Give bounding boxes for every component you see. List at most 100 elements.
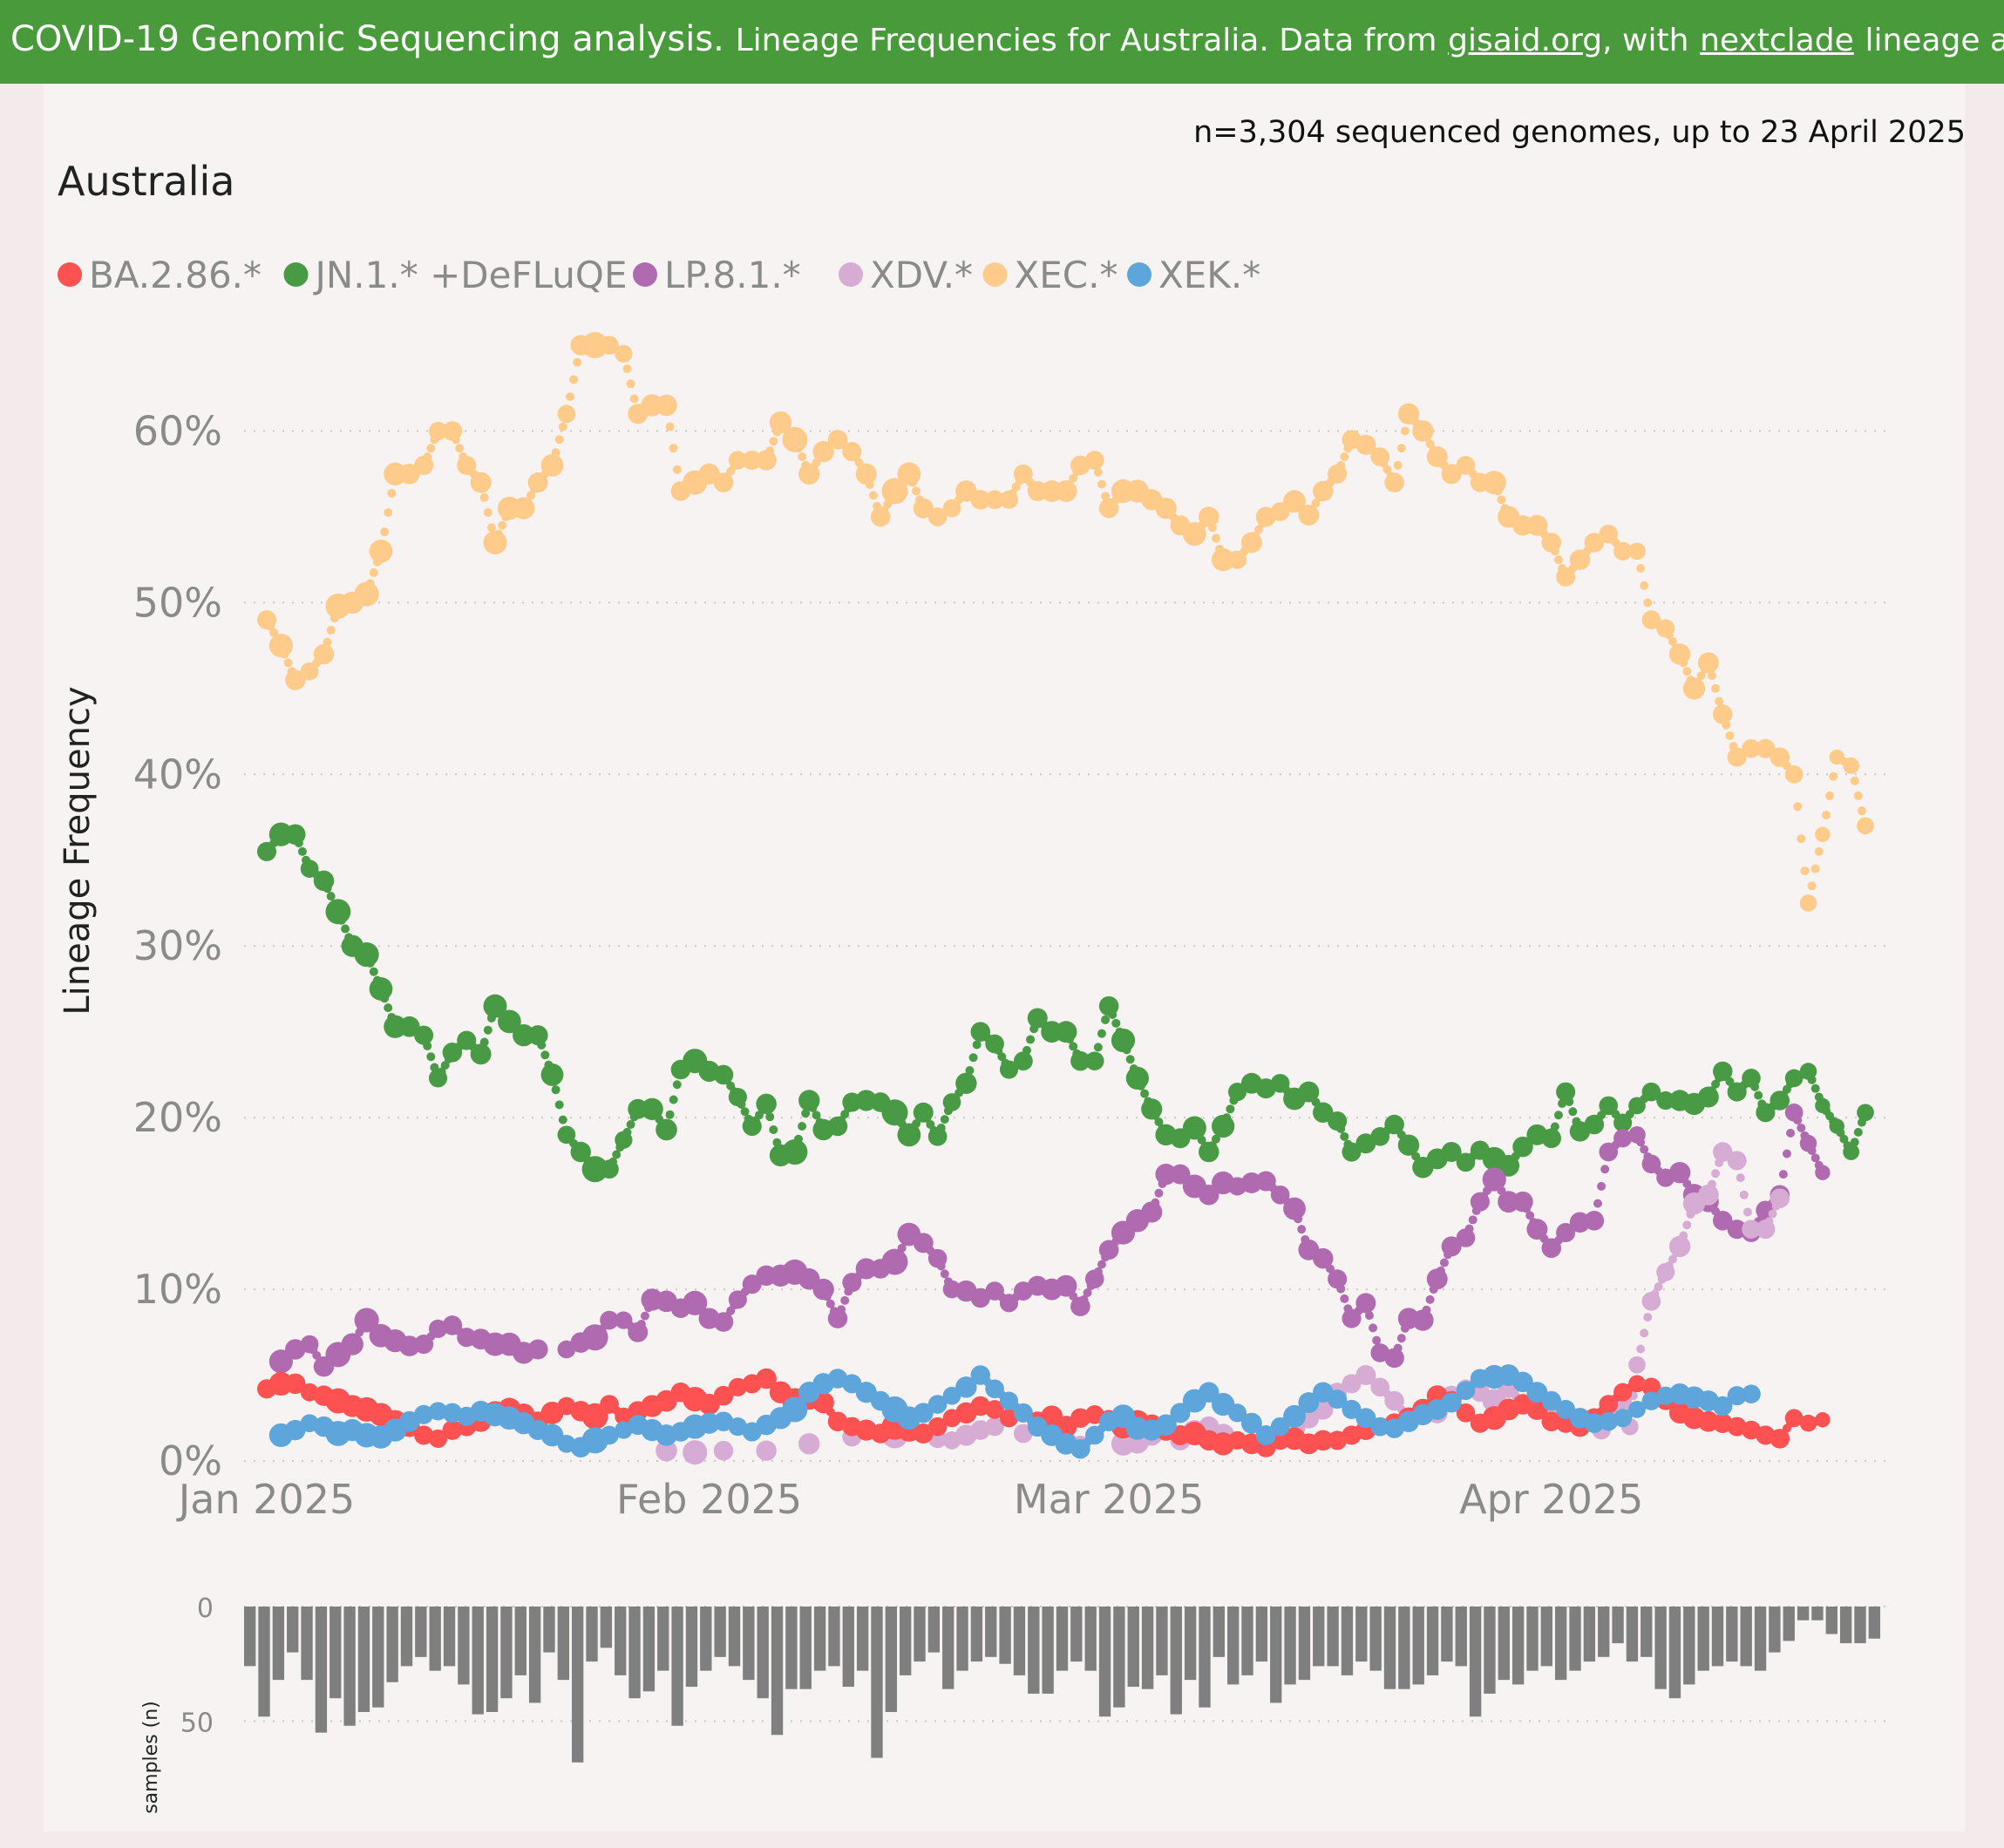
sample-bar-90: [1526, 1607, 1539, 1671]
interp-JN1-25-1: [622, 1127, 632, 1137]
sample-bar-110: [1811, 1607, 1824, 1620]
sample-bar-17: [486, 1607, 499, 1712]
sample-bar-70: [1241, 1607, 1253, 1675]
x-tick-label-2: Mar 2025: [1014, 1476, 1204, 1523]
interp-LP81-56-2: [1097, 1260, 1106, 1269]
nextclade-link[interactable]: nextclade: [1700, 23, 1854, 58]
sample-bar-73: [1284, 1607, 1296, 1685]
samples-bar-chart: 0 50: [180, 1593, 1887, 1763]
interp-XEC-79-1: [1393, 460, 1403, 470]
interp-JN1-28-3: [672, 1080, 682, 1090]
sample-bar-60: [1098, 1607, 1111, 1717]
interp-JN1-35-1: [765, 1112, 775, 1122]
sample-bar-108: [1783, 1607, 1795, 1641]
point-XEC-21: [557, 404, 576, 424]
sample-bar-11: [400, 1607, 413, 1667]
point-XDV-11: [985, 1417, 1004, 1437]
interp-XEC-101-2: [1711, 683, 1721, 693]
interp-JN1-110-2: [1839, 1134, 1849, 1144]
interp-JN1-7-1: [365, 958, 375, 968]
sample-bar-12: [415, 1607, 427, 1657]
interp-JN1-59-1: [1108, 1010, 1117, 1019]
interp-JN1-90-2: [1553, 1111, 1563, 1120]
point-XEK-103: [1742, 1384, 1761, 1403]
gisaid-link[interactable]: gisaid.org: [1448, 23, 1603, 58]
sample-bar-4: [301, 1607, 313, 1681]
interp-LP81-75-1: [1364, 1311, 1374, 1321]
interp-JN1-24-1: [608, 1157, 618, 1166]
sample-bar-55: [1028, 1607, 1040, 1694]
interp-XEC-21-3: [573, 357, 582, 367]
interp-LP81-55-1: [1079, 1294, 1089, 1304]
sample-bar-7: [343, 1607, 356, 1726]
legend-label-1: JN.1.* +DeFLuQE: [313, 254, 628, 296]
sample-bar-10: [386, 1607, 398, 1682]
y-tick-label-3: 30%: [133, 922, 222, 969]
interp-XDV-50-1: [1650, 1289, 1660, 1299]
interp-JN1-28-2: [669, 1095, 678, 1104]
series-XEK: [268, 1364, 1761, 1459]
interp-LP81-42-1: [893, 1250, 903, 1260]
sample-bar-111: [1825, 1607, 1838, 1634]
interp-JN1-12-1: [437, 1067, 446, 1077]
interp-XEC-107-2: [1797, 834, 1806, 844]
interp-JN1-4-2: [326, 892, 336, 901]
point-LP81-77: [1384, 1348, 1404, 1369]
interp-JN1-35-2: [769, 1124, 778, 1134]
interp-JN1-24-2: [612, 1150, 622, 1159]
interp-XEC-102-1: [1722, 720, 1731, 730]
interp-LP81-104-1: [1778, 1170, 1788, 1179]
interp-XEC-18-1: [522, 497, 532, 506]
interp-JN1-67-1: [1222, 1113, 1232, 1123]
interp-JN1-5-1: [336, 915, 346, 925]
header-banner: COVID-19 Genomic Sequencing analysis. Li…: [0, 0, 2004, 84]
interp-JN1-59-2: [1111, 1018, 1121, 1028]
interp-XDV-58-1: [1764, 1217, 1774, 1226]
interp-LP81-105-1: [1793, 1116, 1803, 1125]
interp-XEC-102-2: [1725, 731, 1735, 740]
interp-JN1-62-1: [1151, 1111, 1160, 1120]
interp-JN1-11-2: [426, 1052, 436, 1062]
sample-bar-42: [842, 1607, 854, 1688]
interp-JN1-58-1: [1093, 1043, 1103, 1052]
sample-bar-24: [586, 1607, 598, 1662]
interp-XEC-78-2: [1382, 465, 1392, 474]
interp-XEC-86-1: [1493, 486, 1503, 496]
sample-bar-1: [258, 1607, 270, 1717]
sample-bar-76: [1327, 1607, 1339, 1667]
point-XDV-54: [1697, 1184, 1719, 1206]
interp-XDV-49-1: [1636, 1344, 1646, 1354]
interp-LP81-91-1: [1593, 1199, 1602, 1208]
sample-bar-53: [999, 1607, 1011, 1664]
point-XEC-25: [615, 344, 633, 363]
point-XEC-20: [540, 453, 564, 477]
series-layer: [256, 332, 1874, 1465]
interp-LP81-82-1: [1464, 1224, 1474, 1233]
interp-XEC-4-2: [326, 625, 336, 635]
point-JN1-11: [414, 1025, 434, 1045]
sample-bar-32: [700, 1607, 712, 1671]
sample-bar-13: [429, 1607, 441, 1671]
sample-bar-59: [1084, 1607, 1097, 1671]
interp-JN1-61-1: [1136, 1081, 1145, 1090]
point-JN1-15: [470, 1043, 492, 1065]
sample-bar-29: [657, 1607, 669, 1671]
header-title: COVID-19 Genomic Sequencing analysis.: [10, 19, 724, 59]
point-BA286-109: [1815, 1412, 1831, 1428]
point-XDV-3: [756, 1440, 777, 1461]
point-XEC-108: [1799, 894, 1817, 912]
interp-XEC-15-1: [479, 493, 489, 502]
sample-bar-56: [1042, 1607, 1054, 1694]
interp-JN1-108-2: [1810, 1084, 1820, 1093]
interp-XEC-43-1: [880, 506, 889, 515]
interp-XEC-20-3: [558, 422, 567, 431]
interp-XEC-99-1: [1679, 658, 1688, 668]
interp-XDV-50-2: [1654, 1282, 1663, 1292]
sample-bar-83: [1426, 1607, 1439, 1675]
point-XDV-52: [1668, 1235, 1691, 1258]
interp-JN1-101-2: [1711, 1079, 1721, 1089]
point-LP81-60: [1141, 1201, 1163, 1223]
interp-XEC-108-1: [1807, 881, 1817, 891]
sample-bar-33: [714, 1607, 726, 1657]
interp-XDV-49-3: [1643, 1313, 1653, 1322]
